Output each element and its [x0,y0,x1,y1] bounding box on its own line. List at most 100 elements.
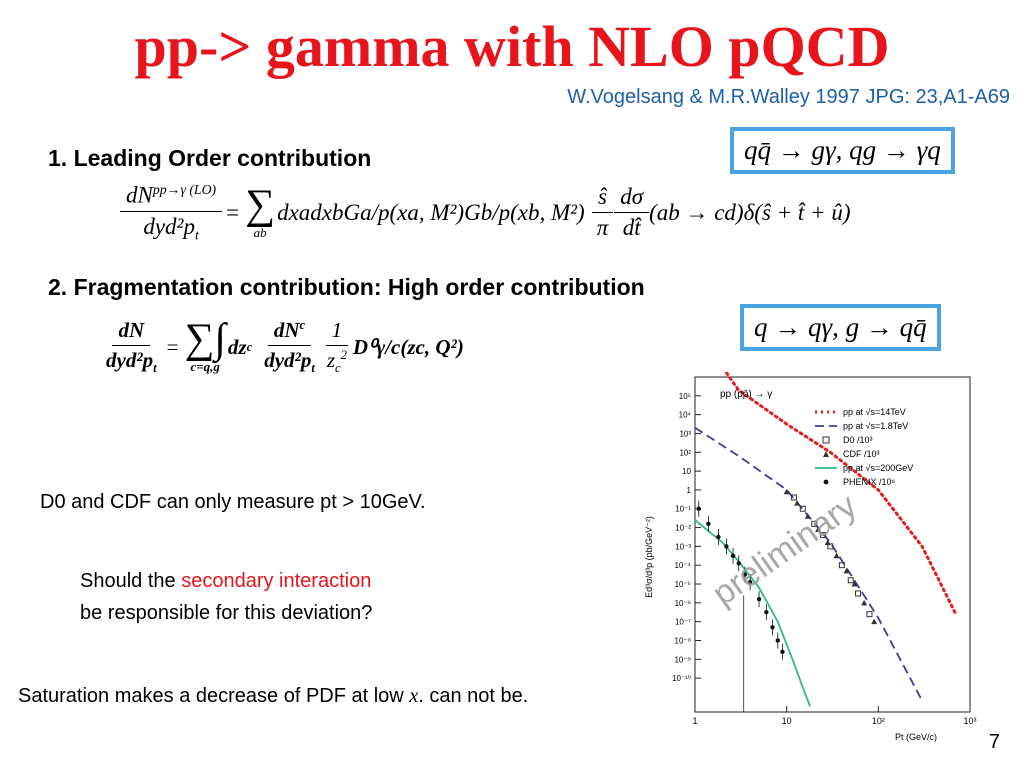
y-tick-label: 10⁻⁶ [675,599,691,608]
data-point-circle [742,572,748,577]
y-tick-label: 10⁻⁹ [674,655,691,664]
data-point-square [811,520,818,527]
data-point-circle [770,625,775,630]
plot-series-group [694,372,958,707]
lo-frac-dsigma: dσ dt̂ [614,184,650,241]
data-point-circle [696,506,701,511]
y-tick-label: 10⁴ [679,411,692,420]
data-point-triangle [794,500,801,506]
data-point-circle [706,521,711,526]
lo-frac1-den: π [596,215,609,241]
frag-lhs-den-sub: t [153,361,157,376]
frag-lhs-num: dN [112,318,151,346]
question-note: Should the secondary interaction be resp… [80,565,372,629]
y-tick-label: 1 [687,486,692,495]
frag-inv-fraction: 1 zc2 [325,318,349,376]
data-point-circle [736,561,741,566]
y-tick-label: 10⁻¹⁰ [672,674,691,683]
data-point-square [820,532,827,539]
data-point-circle [730,553,736,558]
frag-process-text: q → qγ, g → qq̄ [754,312,927,342]
question-suffix: be responsible for this deviation? [80,602,373,624]
x-tick-label: 10³ [963,716,976,726]
frag-inv-den: z [326,348,336,372]
lo-process-box: qq̄ → gγ, qg → γq [730,127,955,174]
data-point-square [866,611,873,618]
data-point-triangle [833,552,840,559]
page-number: 7 [988,731,1000,753]
y-tick-label: 10 [682,467,691,476]
lo-frac-s-pi: ŝ π [591,184,615,241]
y-tick-label: 10⁻⁴ [674,561,691,570]
photon-spectrum-plot: 10⁵ 10⁴ 10³ 10² 10 1 10⁻¹ 10⁻² 10⁻³ 10⁻⁴ 10⁻⁵ 10⁻⁶ 1… [644,372,977,742]
data-point-triangle [815,526,822,532]
frag-mid-den-sub: t [311,361,315,376]
data-point-circle [756,596,762,602]
y-tick-label: 10⁻⁵ [675,580,691,589]
data-point-circle [716,534,721,540]
data-point-square [827,543,834,550]
data-point-triangle [861,599,868,606]
frag-mid-fraction: dNc dyd²pt [258,318,321,376]
data-point-square [854,590,861,597]
plot-frame [694,376,971,713]
frag-inv-num: 1 [325,318,349,346]
frag-mid-num: dN [273,318,300,342]
plot-xlabel: Pt (GeV/c) [895,732,937,742]
x-tick-label: 1 [692,716,697,726]
lo-sum-limit: ab [253,224,267,240]
x-tick-label: 10² [872,716,885,726]
data-point-circle [780,649,785,654]
legend-label: CDF /10³ [843,449,880,459]
question-highlight: secondary interaction [181,570,372,592]
data-point-triangle [783,488,790,495]
saturation-note: Saturation makes a decrease of PDF at lo… [18,685,528,708]
plot-legend: pp at √s=14TeV pp at √s=1.8TeV D0 /10³ CDF … [815,407,913,487]
frag-tail: D⁰γ/c(zc, Q²) [352,334,464,359]
legend-swatch-square [822,436,830,444]
legend-swatch-triangle [823,451,829,457]
data-point-circle [764,610,769,615]
plot-title: pp (pp̄) → γ [720,389,772,400]
lo-heading: 1. Leading Order contribution [48,145,372,171]
lo-equation: dNpp→γ (LO) dyd²pt = ∑ ab dxadxbGa/p(xa,… [120,182,850,243]
lo-frac2-den: dt̂ [622,215,641,241]
data-point-circle [775,638,780,643]
saturation-x: x [409,685,419,707]
data-point-square [838,562,845,569]
slide-title: pp-> gamma with NLO pQCD [134,14,890,79]
legend-label: D0 /10³ [843,435,873,445]
y-tick-label: 10² [679,448,691,457]
frag-sum: ∑∫ c=q,g [184,316,226,375]
lo-sum: ∑ ab [245,181,276,240]
lo-rhs: dxadxbGa/p(xa, M²)Gb/p(xb, M²) [277,199,585,225]
y-tick-label: 10⁻³ [675,542,691,551]
lo-lhs-num: dN [126,182,153,208]
data-point-triangle [851,581,858,587]
y-tick-label: 10³ [679,429,691,438]
series-line-0 [724,372,958,616]
frag-mid-num-sup: c [299,318,306,332]
lo-lhs-sup: pp→γ (LO) [152,182,217,197]
frag-heading: 2. Fragmentation contribution: High orde… [48,274,645,300]
data-point-square [799,505,806,512]
x-tick-label: 10 [782,716,792,726]
frag-lhs-fraction: dN dyd²pt [100,318,163,376]
legend-label: pp at √s=1.8TeV [843,421,908,431]
y-tick-label: 10⁻² [675,524,691,533]
data-point-circle [724,544,729,549]
data-point-triangle [843,567,850,574]
legend-label: pp at √s=14TeV [843,407,906,417]
lo-process-text: qq̄ → gγ, qg → γq [744,135,941,165]
frag-dz: dz [227,334,247,359]
y-tick-label: 10⁻⁸ [675,636,692,645]
plot-frame-group: 10⁵ 10⁴ 10³ 10² 10 1 10⁻¹ 10⁻² 10⁻³ 10⁻⁴ 10⁻⁵ 10⁻⁶ 1… [672,376,977,726]
lo-frac2-num: dσ [614,184,650,214]
frag-lhs-den: dyd²p [106,348,154,372]
frag-sum-limit: c=q,g [190,359,220,375]
legend-label: pp at √s=200GeV [843,463,913,473]
legend-swatch-circle [823,479,829,485]
frag-mid-den: dyd²p [264,348,312,372]
frag-process-box: q → qγ, g → qq̄ [740,304,941,351]
data-point-triangle [804,513,811,519]
